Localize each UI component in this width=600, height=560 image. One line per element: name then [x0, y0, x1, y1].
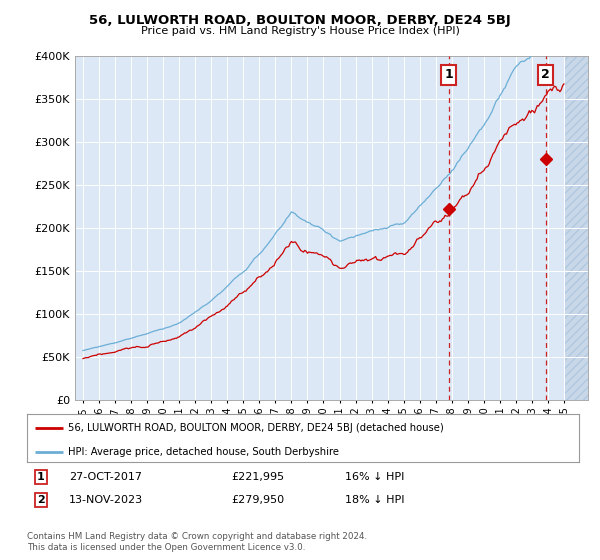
Text: Price paid vs. HM Land Registry's House Price Index (HPI): Price paid vs. HM Land Registry's House …	[140, 26, 460, 36]
Text: 1: 1	[445, 68, 453, 81]
Text: 2: 2	[37, 495, 44, 505]
Text: Contains HM Land Registry data © Crown copyright and database right 2024.: Contains HM Land Registry data © Crown c…	[27, 532, 367, 541]
Text: £221,995: £221,995	[231, 472, 284, 482]
Bar	[564, 56, 600, 400]
Text: 56, LULWORTH ROAD, BOULTON MOOR, DERBY, DE24 5BJ: 56, LULWORTH ROAD, BOULTON MOOR, DERBY, …	[89, 14, 511, 27]
Text: 2: 2	[541, 68, 550, 81]
Text: 56, LULWORTH ROAD, BOULTON MOOR, DERBY, DE24 5BJ (detached house): 56, LULWORTH ROAD, BOULTON MOOR, DERBY, …	[68, 423, 444, 433]
Text: 13-NOV-2023: 13-NOV-2023	[69, 495, 143, 505]
Text: 27-OCT-2017: 27-OCT-2017	[69, 472, 142, 482]
Text: 16% ↓ HPI: 16% ↓ HPI	[345, 472, 404, 482]
Text: HPI: Average price, detached house, South Derbyshire: HPI: Average price, detached house, Sout…	[68, 446, 340, 456]
Text: £279,950: £279,950	[231, 495, 284, 505]
Text: 1: 1	[37, 472, 44, 482]
Text: 18% ↓ HPI: 18% ↓ HPI	[345, 495, 404, 505]
Text: This data is licensed under the Open Government Licence v3.0.: This data is licensed under the Open Gov…	[27, 543, 305, 552]
